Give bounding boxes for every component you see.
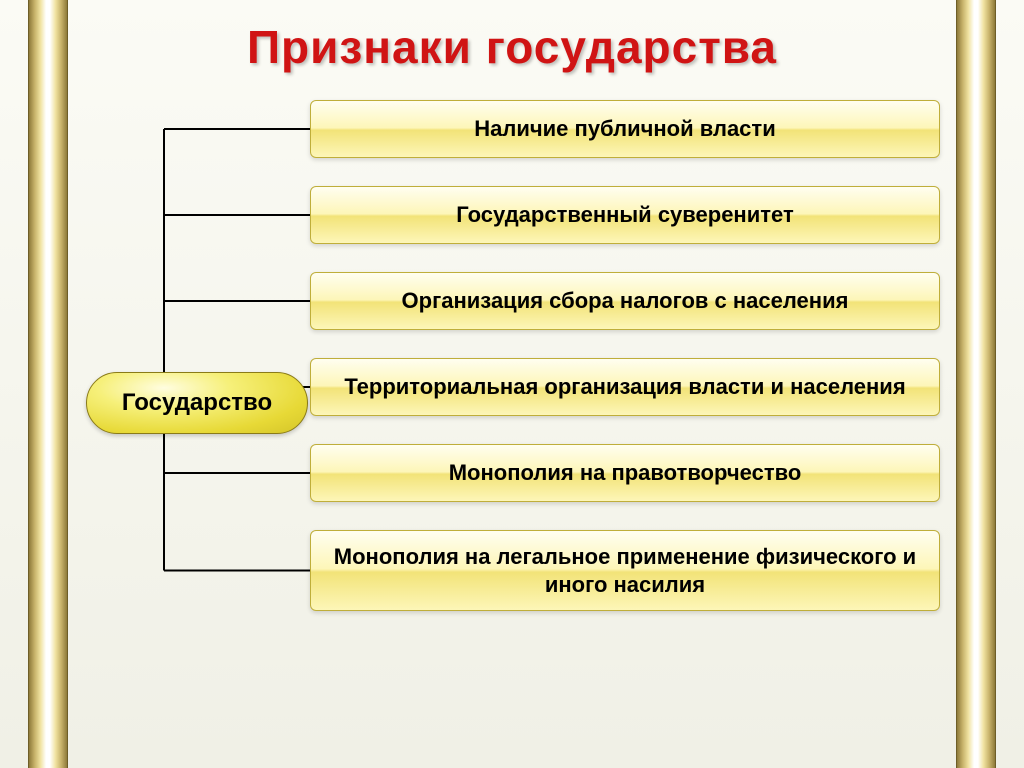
decor-column-left — [28, 0, 68, 768]
feature-item: Наличие публичной власти — [310, 100, 940, 158]
feature-item: Организация сбора налогов с населения — [310, 272, 940, 330]
root-node: Государство — [86, 372, 308, 434]
slide: Признаки государства Государство Наличие… — [0, 0, 1024, 768]
feature-item: Монополия на легальное применение физиче… — [310, 530, 940, 611]
root-node-label: Государство — [122, 389, 272, 417]
feature-item: Монополия на правотворчество — [310, 444, 940, 502]
feature-item: Государственный суверенитет — [310, 186, 940, 244]
decor-column-right — [956, 0, 996, 768]
feature-list: Наличие публичной власти Государственный … — [310, 100, 940, 639]
slide-title: Признаки государства — [0, 20, 1024, 74]
feature-item: Территориальная организация власти и нас… — [310, 358, 940, 416]
